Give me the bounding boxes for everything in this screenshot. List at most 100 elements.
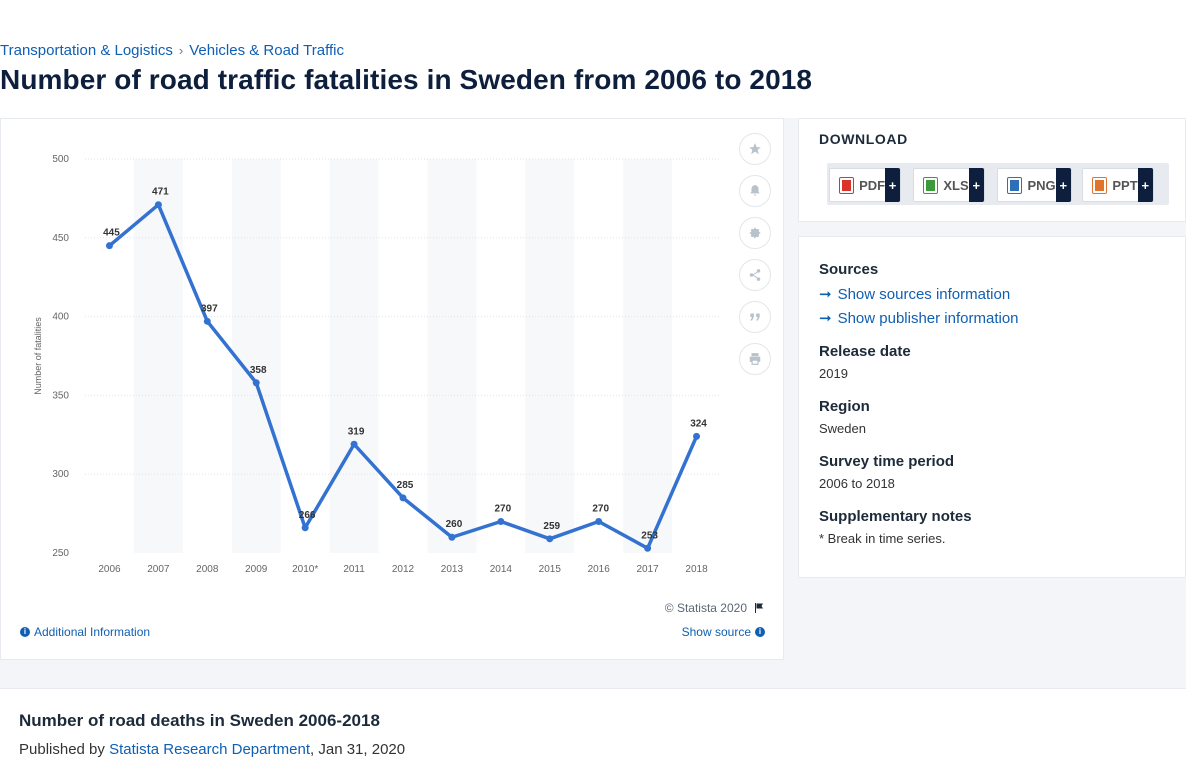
breadcrumb-item-vehicles[interactable]: Vehicles & Road Traffic bbox=[189, 42, 345, 59]
x-tick-label: 2013 bbox=[441, 564, 464, 575]
data-label: 270 bbox=[592, 503, 609, 514]
arrow-right-icon: ➞ bbox=[819, 310, 832, 327]
plus-icon: + bbox=[885, 168, 900, 202]
data-point[interactable] bbox=[203, 317, 211, 325]
show-publisher-link[interactable]: ➞ Show publisher information bbox=[819, 309, 1019, 328]
star-icon bbox=[749, 143, 761, 155]
data-label: 260 bbox=[446, 519, 463, 530]
data-label: 270 bbox=[495, 503, 512, 514]
description-title: Number of road deaths in Sweden 2006-201… bbox=[19, 711, 380, 730]
print-button[interactable] bbox=[739, 343, 771, 375]
png-file-icon bbox=[1008, 177, 1022, 193]
share-button[interactable] bbox=[739, 259, 771, 291]
plus-icon: + bbox=[1137, 168, 1153, 202]
x-tick-label: 2008 bbox=[196, 564, 219, 575]
x-tick-label: 2018 bbox=[685, 564, 708, 575]
alert-button[interactable] bbox=[739, 175, 771, 207]
data-label: 266 bbox=[299, 510, 316, 521]
x-tick-label: 2016 bbox=[588, 564, 611, 575]
data-point[interactable] bbox=[252, 379, 260, 387]
data-point[interactable] bbox=[399, 494, 407, 502]
show-source-link[interactable]: Show source i bbox=[682, 625, 765, 639]
y-tick-label: 350 bbox=[52, 390, 69, 401]
chart-toolbar bbox=[739, 133, 773, 385]
data-point[interactable] bbox=[301, 524, 309, 532]
chart-card: 250 300 350 400 450 500 2006 2007 2008 2009 2010*… bbox=[0, 118, 784, 660]
data-point[interactable] bbox=[546, 535, 554, 543]
download-png-button[interactable]: PNG + bbox=[997, 168, 1072, 202]
published-by-prefix: Published by bbox=[19, 741, 105, 758]
supplementary-notes-value: * Break in time series. bbox=[819, 531, 946, 546]
data-label: 397 bbox=[201, 303, 218, 314]
favorite-button[interactable] bbox=[739, 133, 771, 165]
category-band bbox=[231, 159, 281, 553]
publisher-link[interactable]: Statista Research Department bbox=[109, 741, 311, 758]
line-chart: 250 300 350 400 450 500 2006 2007 2008 2009 2010*… bbox=[33, 154, 721, 575]
x-tick-label: 2014 bbox=[490, 564, 513, 575]
settings-button[interactable] bbox=[739, 217, 771, 249]
flag-icon[interactable] bbox=[753, 602, 765, 614]
y-tick-label: 450 bbox=[52, 233, 69, 244]
gear-icon bbox=[749, 227, 761, 239]
x-tick-label: 2015 bbox=[539, 564, 562, 575]
share-icon bbox=[749, 269, 761, 281]
breadcrumb-item-transportation[interactable]: Transportation & Logistics bbox=[0, 42, 173, 59]
download-ppt-button[interactable]: PPT + bbox=[1082, 168, 1154, 202]
show-sources-link[interactable]: ➞ Show sources information bbox=[819, 285, 1011, 304]
region-heading: Region bbox=[819, 398, 870, 415]
data-label: 358 bbox=[250, 365, 267, 376]
data-label: 285 bbox=[397, 480, 414, 491]
download-xls-label: XLS bbox=[943, 177, 969, 193]
survey-period-heading: Survey time period bbox=[819, 453, 955, 470]
download-xls-button[interactable]: XLS + bbox=[913, 168, 985, 202]
show-sources-label: Show sources information bbox=[837, 285, 1011, 303]
ppt-file-icon bbox=[1093, 177, 1107, 193]
download-buttons: PDF + XLS + PNG + PPT + bbox=[827, 163, 1169, 205]
plus-icon: + bbox=[1055, 168, 1071, 202]
supplementary-notes-heading: Supplementary notes bbox=[819, 508, 972, 525]
download-pdf-label: PDF bbox=[859, 177, 886, 193]
data-point[interactable] bbox=[497, 517, 505, 525]
copyright-notice: © Statista 2020 bbox=[665, 601, 765, 615]
cite-button[interactable] bbox=[739, 301, 771, 333]
data-point[interactable] bbox=[105, 242, 113, 250]
y-axis-label: Number of fatalities bbox=[33, 317, 43, 395]
data-point[interactable] bbox=[448, 533, 456, 541]
y-tick-label: 300 bbox=[52, 469, 69, 480]
xls-file-icon bbox=[924, 177, 938, 193]
release-date-value: 2019 bbox=[819, 366, 848, 381]
download-ppt-label: PPT bbox=[1112, 177, 1138, 193]
data-point[interactable] bbox=[154, 201, 162, 209]
show-source-label: Show source bbox=[681, 625, 751, 639]
show-publisher-label: Show publisher information bbox=[837, 309, 1019, 327]
pdf-file-icon bbox=[840, 177, 854, 193]
data-point[interactable] bbox=[595, 517, 603, 525]
category-band bbox=[623, 159, 673, 553]
print-icon bbox=[749, 353, 761, 365]
x-tick-label: 2006 bbox=[98, 564, 121, 575]
breadcrumb: Transportation & Logistics › Vehicles & … bbox=[0, 42, 344, 59]
data-point[interactable] bbox=[693, 432, 701, 440]
info-icon: i bbox=[755, 627, 765, 637]
top-band bbox=[0, 0, 1186, 118]
description-card: Number of road deaths in Sweden 2006-201… bbox=[0, 688, 1186, 769]
download-png-label: PNG bbox=[1027, 177, 1056, 193]
download-pdf-button[interactable]: PDF + bbox=[829, 168, 901, 202]
data-label: 445 bbox=[103, 228, 120, 239]
x-tick-label: 2011 bbox=[343, 564, 365, 575]
copyright-text: © Statista 2020 bbox=[664, 601, 747, 615]
data-point[interactable] bbox=[350, 440, 358, 448]
data-point[interactable] bbox=[644, 544, 652, 552]
release-date-heading: Release date bbox=[819, 343, 911, 360]
download-title: DOWNLOAD bbox=[819, 131, 908, 147]
survey-period-value: 2006 to 2018 bbox=[819, 476, 895, 491]
additional-info-link[interactable]: i Additional Information bbox=[20, 625, 150, 639]
category-band bbox=[133, 159, 183, 553]
download-card: DOWNLOAD PDF + XLS + PNG + PPT + bbox=[798, 118, 1186, 222]
x-tick-label: 2007 bbox=[147, 564, 170, 575]
bell-icon bbox=[750, 185, 760, 196]
category-band bbox=[525, 159, 575, 553]
y-tick-label: 400 bbox=[52, 312, 69, 323]
data-label: 324 bbox=[690, 418, 707, 429]
data-label: 319 bbox=[348, 426, 365, 437]
